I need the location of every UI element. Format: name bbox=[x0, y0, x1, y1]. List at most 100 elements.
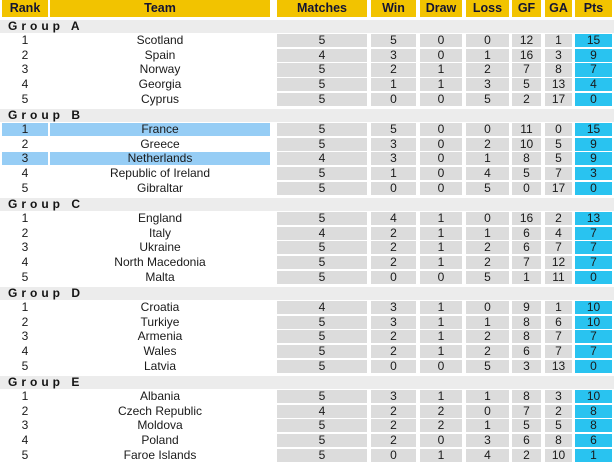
gf-cell: 8 bbox=[512, 389, 541, 403]
ga-cell: 2 bbox=[545, 211, 572, 225]
team-cell: Armenia bbox=[137, 330, 183, 344]
rank-cell: 2 bbox=[21, 404, 29, 418]
table-row[interactable]: 4 North Macedonia 5 2 1 2 7 12 7 bbox=[0, 256, 614, 271]
loss-cell: 0 bbox=[466, 404, 509, 418]
table-row[interactable]: 5 Latvia 5 0 0 5 3 13 0 bbox=[0, 360, 614, 375]
group-header-row: Group B bbox=[0, 108, 614, 123]
rank-cell: 2 bbox=[21, 48, 29, 62]
loss-cell: 5 bbox=[466, 93, 509, 107]
column-header-gf: GF bbox=[512, 0, 541, 17]
loss-cell: 4 bbox=[466, 167, 509, 181]
table-row[interactable]: 1 England 5 4 1 0 16 2 13 bbox=[0, 211, 614, 227]
gf-cell: 8 bbox=[512, 330, 541, 344]
table-row[interactable]: 5 Malta 5 0 0 5 1 11 0 bbox=[0, 271, 614, 286]
table-row[interactable]: 3 Moldova 5 2 2 1 5 5 8 bbox=[0, 419, 614, 434]
table-row[interactable]: 5 Faroe Islands 5 0 1 4 2 10 1 bbox=[0, 449, 614, 464]
ga-cell: 6 bbox=[545, 315, 572, 329]
gf-cell: 6 bbox=[512, 345, 541, 359]
gf-cell: 12 bbox=[512, 33, 541, 47]
loss-cell: 5 bbox=[466, 360, 509, 374]
team-cell: Albania bbox=[139, 389, 181, 403]
draw-cell: 1 bbox=[420, 241, 462, 255]
table-row[interactable]: 1 Croatia 4 3 1 0 9 1 10 bbox=[0, 300, 614, 316]
gf-cell: 3 bbox=[512, 360, 541, 374]
table-row[interactable]: 1 Albania 5 3 1 1 8 3 10 bbox=[0, 389, 614, 405]
table-row[interactable]: 1 Scotland 5 5 0 0 12 1 15 bbox=[0, 33, 614, 49]
draw-cell: 0 bbox=[420, 360, 462, 374]
matches-cell: 4 bbox=[277, 300, 367, 314]
pts-cell: 8 bbox=[575, 419, 612, 433]
matches-cell: 5 bbox=[277, 256, 367, 270]
table-row[interactable]: 2 Czech Republic 4 2 2 0 7 2 8 bbox=[0, 404, 614, 420]
gf-cell: 6 bbox=[512, 241, 541, 255]
table-row[interactable]: 2 Italy 4 2 1 1 6 4 7 bbox=[0, 226, 614, 242]
pts-cell: 7 bbox=[575, 226, 612, 240]
matches-cell: 5 bbox=[277, 137, 367, 151]
draw-cell: 0 bbox=[420, 167, 462, 181]
table-row[interactable]: 3 Armenia 5 2 1 2 8 7 7 bbox=[0, 330, 614, 345]
matches-cell: 5 bbox=[277, 241, 367, 255]
loss-cell: 0 bbox=[466, 122, 509, 136]
ga-cell: 13 bbox=[545, 78, 572, 92]
column-header-team: Team bbox=[50, 0, 270, 17]
table-body: Group A 1 Scotland 5 5 0 0 12 1 15 2 Spa… bbox=[0, 19, 614, 464]
table-row[interactable]: 1 France 5 5 0 0 11 0 15 bbox=[0, 122, 614, 138]
table-row[interactable]: 4 Georgia 5 1 1 3 5 13 4 bbox=[0, 78, 614, 93]
group-label: Group A bbox=[8, 19, 84, 34]
table-row[interactable]: 3 Ukraine 5 2 1 2 6 7 7 bbox=[0, 241, 614, 256]
team-cell: Ukraine bbox=[139, 241, 181, 255]
gf-cell: 2 bbox=[512, 93, 541, 107]
column-header-pts: Pts bbox=[575, 0, 612, 17]
ga-cell: 13 bbox=[545, 360, 572, 374]
loss-cell: 1 bbox=[466, 389, 509, 403]
group-header-bg: Group B bbox=[0, 108, 614, 122]
loss-cell: 2 bbox=[466, 256, 509, 270]
table-row[interactable]: 2 Spain 4 3 0 1 16 3 9 bbox=[0, 48, 614, 64]
draw-cell: 0 bbox=[420, 48, 462, 62]
win-cell: 2 bbox=[371, 434, 416, 448]
team-cell: France bbox=[50, 122, 270, 136]
matches-cell: 5 bbox=[277, 315, 367, 329]
group-header-row: Group A bbox=[0, 19, 614, 34]
win-cell: 3 bbox=[371, 315, 416, 329]
team-cell: North Macedonia bbox=[114, 256, 206, 270]
matches-cell: 4 bbox=[277, 48, 367, 62]
rank-cell: 4 bbox=[21, 256, 29, 270]
pts-cell: 7 bbox=[575, 256, 612, 270]
loss-cell: 1 bbox=[466, 315, 509, 329]
rank-cell: 5 bbox=[21, 271, 29, 285]
team-cell: Malta bbox=[145, 271, 175, 285]
matches-cell: 5 bbox=[277, 389, 367, 403]
matches-cell: 5 bbox=[277, 122, 367, 136]
rank-cell: 2 bbox=[21, 315, 29, 329]
table-row[interactable]: 3 Norway 5 2 1 2 7 8 7 bbox=[0, 63, 614, 78]
pts-cell: 15 bbox=[575, 33, 612, 47]
ga-cell: 2 bbox=[545, 404, 572, 418]
table-row[interactable]: 2 Turkiye 5 3 1 1 8 6 10 bbox=[0, 315, 614, 331]
team-cell: Wales bbox=[143, 345, 177, 359]
table-row[interactable]: 3 Netherlands 4 3 0 1 8 5 9 bbox=[0, 152, 614, 167]
table-row[interactable]: 4 Poland 5 2 0 3 6 8 6 bbox=[0, 434, 614, 449]
rank-cell: 4 bbox=[21, 78, 29, 92]
group-header-bg: Group C bbox=[0, 197, 614, 212]
draw-cell: 1 bbox=[420, 78, 462, 92]
team-cell: Croatia bbox=[140, 300, 180, 314]
table-row[interactable]: 4 Republic of Ireland 5 1 0 4 5 7 3 bbox=[0, 167, 614, 182]
table-row[interactable]: 2 Greece 5 3 0 2 10 5 9 bbox=[0, 137, 614, 153]
rank-cell: 1 bbox=[2, 122, 48, 136]
win-cell: 3 bbox=[371, 152, 416, 166]
group-label: Group C bbox=[8, 197, 84, 212]
ga-cell: 11 bbox=[545, 271, 572, 285]
gf-cell: 7 bbox=[512, 63, 541, 77]
ga-cell: 10 bbox=[545, 449, 572, 463]
table-row[interactable]: 5 Cyprus 5 0 0 5 2 17 0 bbox=[0, 93, 614, 108]
table-row[interactable]: 5 Gibraltar 5 0 0 5 0 17 0 bbox=[0, 182, 614, 197]
draw-cell: 1 bbox=[420, 226, 462, 240]
win-cell: 3 bbox=[371, 300, 416, 314]
gf-cell: 11 bbox=[512, 122, 541, 136]
draw-cell: 0 bbox=[420, 33, 462, 47]
loss-cell: 3 bbox=[466, 78, 509, 92]
pts-cell: 0 bbox=[575, 182, 612, 196]
table-row[interactable]: 4 Wales 5 2 1 2 6 7 7 bbox=[0, 345, 614, 360]
